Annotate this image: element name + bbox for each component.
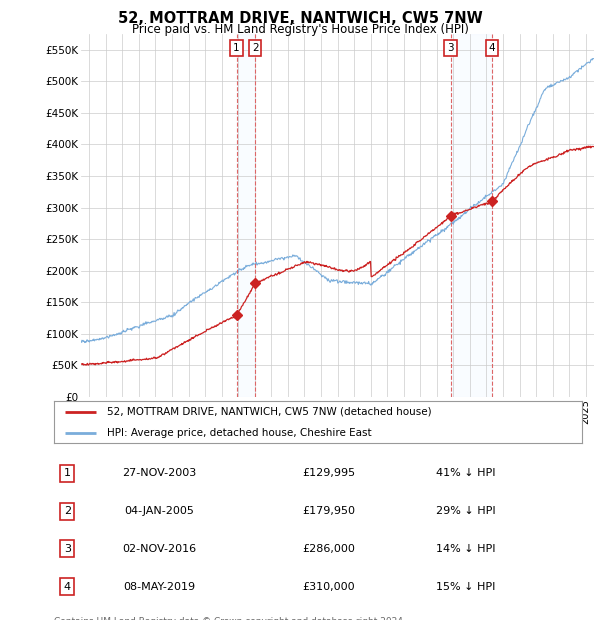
Text: 41% ↓ HPI: 41% ↓ HPI (436, 468, 496, 478)
Text: 29% ↓ HPI: 29% ↓ HPI (436, 506, 496, 516)
Text: 1: 1 (64, 468, 71, 478)
Text: 14% ↓ HPI: 14% ↓ HPI (436, 544, 496, 554)
Text: 52, MOTTRAM DRIVE, NANTWICH, CW5 7NW (detached house): 52, MOTTRAM DRIVE, NANTWICH, CW5 7NW (de… (107, 407, 431, 417)
Bar (451, 34, 492, 397)
Text: £286,000: £286,000 (302, 544, 355, 554)
Text: 04-JAN-2005: 04-JAN-2005 (125, 506, 194, 516)
Bar (236, 34, 255, 397)
Text: 3: 3 (448, 43, 454, 53)
Text: Price paid vs. HM Land Registry's House Price Index (HPI): Price paid vs. HM Land Registry's House … (131, 23, 469, 36)
Text: 4: 4 (489, 43, 496, 53)
Text: 02-NOV-2016: 02-NOV-2016 (122, 544, 197, 554)
Text: £310,000: £310,000 (302, 582, 355, 591)
Text: 3: 3 (64, 544, 71, 554)
Text: 08-MAY-2019: 08-MAY-2019 (124, 582, 196, 591)
Text: 2: 2 (252, 43, 259, 53)
Text: 27-NOV-2003: 27-NOV-2003 (122, 468, 197, 478)
Text: 52, MOTTRAM DRIVE, NANTWICH, CW5 7NW: 52, MOTTRAM DRIVE, NANTWICH, CW5 7NW (118, 11, 482, 25)
Text: 15% ↓ HPI: 15% ↓ HPI (436, 582, 496, 591)
Text: £179,950: £179,950 (302, 506, 355, 516)
Text: 4: 4 (64, 582, 71, 591)
Text: HPI: Average price, detached house, Cheshire East: HPI: Average price, detached house, Ches… (107, 428, 371, 438)
Text: £129,995: £129,995 (302, 468, 355, 478)
Text: 2: 2 (64, 506, 71, 516)
Text: 1: 1 (233, 43, 240, 53)
Text: Contains HM Land Registry data © Crown copyright and database right 2024.
This d: Contains HM Land Registry data © Crown c… (54, 617, 406, 620)
